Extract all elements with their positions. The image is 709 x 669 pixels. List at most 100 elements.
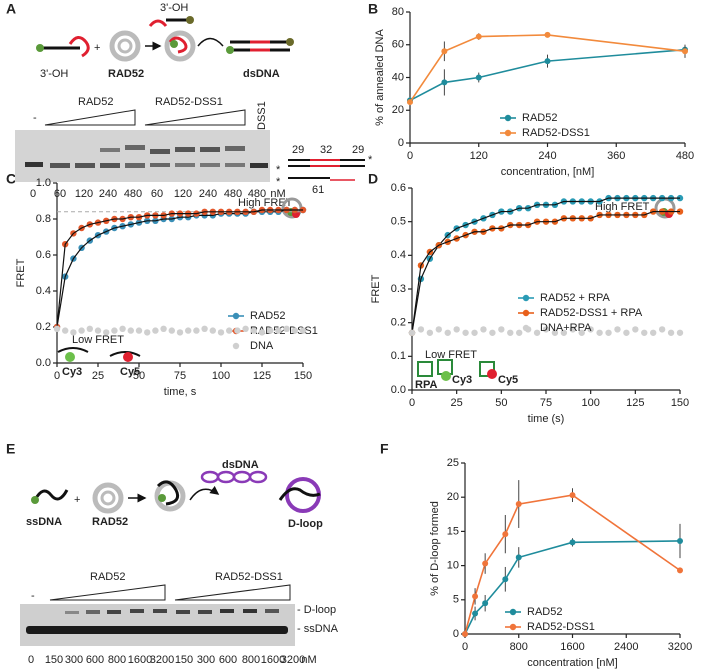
data-point	[482, 600, 489, 607]
label: Cy5	[498, 374, 518, 386]
y-tick-label: 0.4	[391, 249, 406, 261]
data-point	[569, 492, 576, 499]
y-tick-label: 10	[447, 560, 459, 572]
data-point	[168, 327, 175, 334]
data-point	[70, 329, 77, 336]
gradient	[144, 109, 246, 126]
panel-label: A	[6, 1, 16, 17]
y-tick-label: 0.2	[391, 317, 406, 329]
data-point	[641, 329, 648, 336]
label: Cy3	[452, 374, 472, 386]
data-point	[650, 329, 657, 336]
data-point	[407, 99, 413, 106]
label: High FRET	[238, 197, 293, 209]
data-point	[498, 326, 505, 333]
lane-label: 480	[224, 188, 242, 200]
data-point	[176, 329, 184, 336]
fit-line	[411, 210, 680, 333]
icon	[441, 371, 451, 381]
y-tick-label: 0.8	[36, 213, 51, 225]
x-tick-label: 100	[581, 397, 599, 409]
data-point	[471, 329, 478, 336]
data-point	[502, 576, 509, 583]
data-point	[472, 593, 479, 600]
y-tick-label: 0.0	[36, 357, 51, 369]
x-tick-label: 50	[495, 397, 507, 409]
data-point	[267, 327, 274, 334]
data-point	[515, 501, 522, 508]
dloop-diagram: +	[31, 470, 321, 514]
x-tick-label: 3200	[668, 641, 692, 653]
data-point	[578, 329, 585, 336]
data-point	[250, 327, 257, 334]
label: - ssDNA	[297, 623, 339, 635]
legend-marker	[522, 294, 530, 302]
panel-label: E	[6, 441, 15, 457]
data-point	[453, 326, 460, 333]
label: RAD52	[92, 516, 128, 528]
lane-label: 120	[75, 188, 93, 200]
lane-label: 300	[65, 654, 83, 666]
y-tick-label: 0.5	[391, 216, 406, 228]
y-tick-label: 5	[453, 594, 459, 606]
lane-label: 150	[45, 654, 63, 666]
data-point	[441, 79, 448, 86]
label: 3'-OH	[40, 68, 68, 80]
x-tick-label: 150	[294, 370, 312, 382]
x-axis-label: time (s)	[528, 413, 565, 425]
data-point	[152, 327, 159, 334]
data-point	[667, 329, 675, 336]
lane-label: 3200	[150, 654, 174, 666]
y-axis-label: % of annealed DNA	[374, 29, 386, 126]
label: DSS1	[256, 101, 268, 130]
fit-line	[411, 197, 680, 333]
x-tick-label: 1600	[560, 641, 584, 653]
x-tick-label: 25	[451, 397, 463, 409]
gel	[15, 130, 270, 182]
legend-marker	[232, 312, 240, 320]
y-axis-label: FRET	[370, 274, 382, 303]
panel-label: D	[368, 171, 378, 187]
y-axis-label: % of D-loop formed	[429, 501, 441, 596]
y-tick-label: 0	[398, 137, 404, 149]
label: 61	[312, 184, 324, 196]
fit-line	[56, 209, 303, 328]
data-point	[86, 325, 94, 332]
data-point	[507, 329, 514, 336]
x-tick-label: 480	[676, 150, 694, 162]
label: RAD52	[78, 96, 113, 108]
x-tick-label: 75	[540, 397, 552, 409]
legend-label: RAD52 + RPA	[540, 292, 610, 304]
legend-label: RAD52	[250, 310, 285, 322]
data-point	[226, 327, 233, 334]
y-tick-label: 60	[392, 39, 404, 51]
data-point	[283, 325, 290, 332]
data-point	[53, 325, 61, 332]
legend-label: RAD52-DSS1	[522, 127, 590, 139]
data-point	[111, 327, 118, 334]
data-point	[632, 326, 639, 333]
lane-label: 0	[30, 188, 36, 200]
data-point	[587, 326, 594, 333]
data-point	[426, 329, 434, 336]
data-point	[217, 329, 225, 336]
y-tick-label: 25	[447, 457, 459, 469]
data-point	[472, 610, 479, 617]
legend-label: DNA	[250, 340, 274, 352]
label: RAD52	[90, 571, 125, 583]
legend-label: DNA+RPA	[540, 322, 592, 334]
y-tick-label: 0.6	[36, 249, 51, 261]
x-tick-label: 2400	[614, 641, 638, 653]
data-point	[144, 329, 151, 336]
icon	[57, 347, 89, 353]
legend-label: RAD52-DSS1	[250, 325, 318, 337]
x-tick-label: 150	[671, 397, 689, 409]
icon	[109, 351, 141, 357]
x-tick-label: 800	[510, 641, 528, 653]
y-tick-label: 0	[453, 628, 459, 640]
data-point	[677, 567, 683, 574]
y-tick-label: 20	[392, 104, 404, 116]
svg-text:*: *	[276, 176, 281, 188]
data-point	[623, 329, 630, 336]
